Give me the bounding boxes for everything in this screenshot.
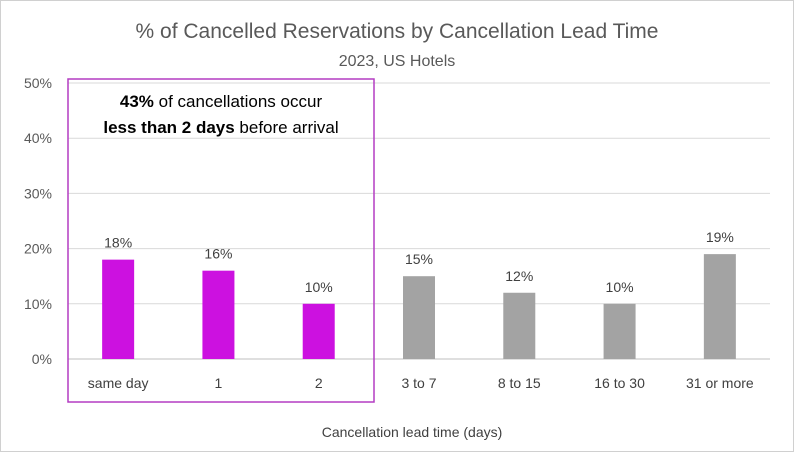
x-tick-label: 1 <box>215 375 223 391</box>
data-label: 10% <box>606 279 634 295</box>
annotation-line-1-rest: of cancellations occur <box>154 92 323 111</box>
y-tick-label: 10% <box>24 296 52 312</box>
annotation-line-2: less than 2 days before arrival <box>103 118 338 137</box>
bars <box>102 254 736 359</box>
bar-3-to-7 <box>403 276 435 359</box>
x-tick-label: 3 to 7 <box>401 375 436 391</box>
y-tick-label: 40% <box>24 130 52 146</box>
chart-title: % of Cancelled Reservations by Cancellat… <box>136 20 659 43</box>
bar-same-day <box>102 259 135 359</box>
data-labels: 18% 16% 10% 15% 12% 10% 19% <box>104 229 734 295</box>
bar-8-to-15 <box>503 292 536 359</box>
annotation-line-1: 43% of cancellations occur <box>120 92 323 111</box>
annotation-line-2-rest: before arrival <box>235 118 339 137</box>
data-label: 19% <box>706 229 734 245</box>
category-labels: same day 1 2 3 to 7 8 to 15 16 to 30 31 or mor… <box>88 375 754 391</box>
annotation-line-1-bold: 43% <box>120 92 154 111</box>
highlight-annotation-box <box>67 78 375 403</box>
bar-31-or-more <box>703 254 736 359</box>
data-label: 18% <box>104 235 132 251</box>
y-axis-ticks: 0% 10% 20% 30% 40% 50% <box>24 75 52 367</box>
data-label: 10% <box>305 279 333 295</box>
x-tick-label: same day <box>88 375 149 391</box>
y-tick-label: 30% <box>24 185 52 201</box>
x-tick-label: 31 or more <box>686 375 754 391</box>
chart-subtitle: 2023, US Hotels <box>339 53 456 70</box>
data-label: 16% <box>204 246 232 262</box>
y-tick-label: 50% <box>24 75 52 91</box>
annotation-line-2-bold: less than 2 days <box>103 118 234 137</box>
bar-1 <box>202 270 235 359</box>
data-label: 12% <box>505 268 533 284</box>
bar-2 <box>302 303 335 359</box>
bar-16-to-30 <box>603 303 636 359</box>
y-tick-label: 0% <box>32 351 52 367</box>
x-tick-label: 8 to 15 <box>498 375 541 391</box>
y-tick-label: 20% <box>24 241 52 257</box>
data-label: 15% <box>405 251 433 267</box>
x-tick-label: 2 <box>315 375 323 391</box>
x-tick-label: 16 to 30 <box>594 375 645 391</box>
x-axis-label: Cancellation lead time (days) <box>322 424 503 440</box>
gridlines <box>68 82 770 305</box>
